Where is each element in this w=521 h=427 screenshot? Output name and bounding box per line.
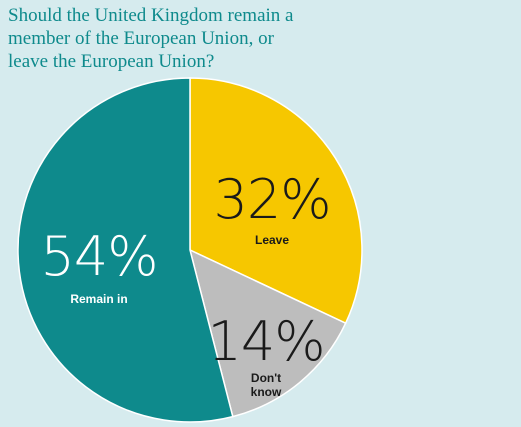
pie-slice-leave	[189, 77, 363, 325]
slice-category-label-don-t-know: Don't know	[251, 371, 282, 399]
chart-title-line-1: Should the United Kingdom remain a	[8, 5, 294, 26]
slice-value-label-leave: 32%	[213, 168, 330, 231]
slice-value-label-remain-in: 54%	[40, 225, 157, 288]
slice-value-label-don-t-know: 14%	[207, 310, 324, 373]
pie-slice-remain-in	[17, 77, 234, 423]
slice-category-label-leave: Leave	[255, 233, 289, 247]
chart-title-line-3: leave the European Union?	[8, 51, 215, 72]
slice-category-label-remain-in: Remain in	[70, 292, 127, 306]
chart-title-line-2: member of the European Union, or	[8, 28, 274, 49]
pie-slice-don-t-know	[188, 248, 347, 418]
chart-title: Should the United Kingdom remain a membe…	[8, 4, 368, 73]
